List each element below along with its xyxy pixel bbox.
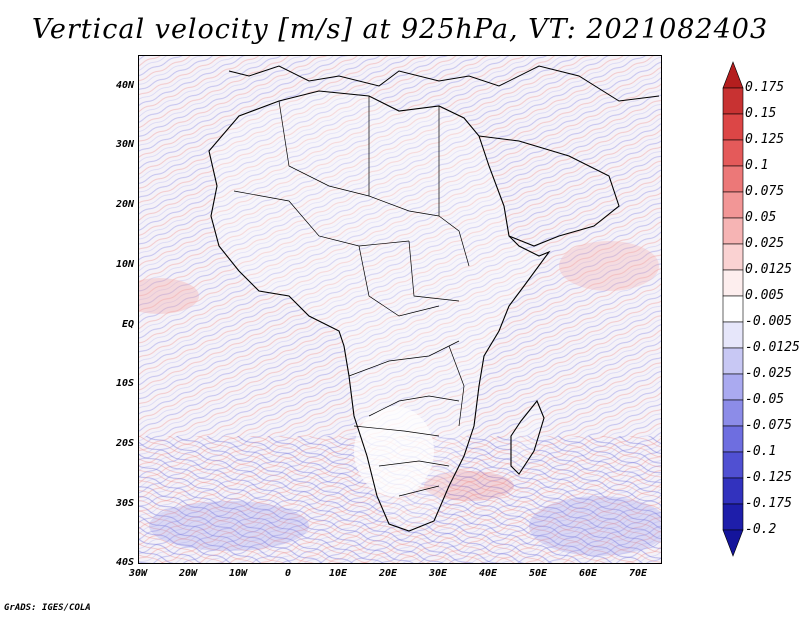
lon-label: 70E	[628, 568, 648, 579]
colorbar-label: 0.175	[745, 80, 785, 95]
colorbar-label: -0.125	[745, 470, 792, 485]
colorbar-label: -0.075	[745, 418, 792, 433]
map-plot-area	[138, 55, 662, 564]
colorbar-segment	[722, 399, 744, 427]
field-blue-patch	[149, 501, 309, 551]
colorbar-label: 0.05	[745, 210, 777, 225]
field-white-patch	[354, 406, 434, 496]
lon-label: 10E	[328, 568, 348, 579]
field-red-patch	[139, 278, 199, 314]
lon-label: 40E	[478, 568, 498, 579]
colorbar-label: -0.1	[745, 444, 777, 459]
colorbar-label: 0.005	[745, 288, 785, 303]
colorbar-segment	[722, 529, 744, 557]
lat-label: 40S	[115, 557, 134, 568]
lat-label: EQ	[121, 319, 134, 330]
colorbar-segment	[722, 373, 744, 401]
colorbar-segment	[722, 217, 744, 245]
lon-label: 60E	[578, 568, 598, 579]
lat-label: 20N	[115, 199, 134, 210]
lat-label: 10N	[115, 259, 134, 270]
europe-coastline	[228, 65, 660, 102]
colorbar-label: 0.0125	[745, 262, 792, 277]
colorbar-label: 0.1	[745, 158, 769, 173]
lon-label: 0	[284, 568, 292, 579]
lat-label: 30S	[115, 498, 134, 509]
field-red-patch	[424, 471, 514, 501]
colorbar-label: 0.025	[745, 236, 785, 251]
arabia-coastline	[478, 135, 620, 247]
colorbar-label: -0.175	[745, 496, 792, 511]
vertical-velocity-field	[139, 56, 661, 563]
colorbar-label: 0.075	[745, 184, 785, 199]
lon-label: 50E	[528, 568, 548, 579]
colorbar-segment	[722, 87, 744, 115]
colorbar-segment	[722, 243, 744, 271]
colorbar-segment	[722, 165, 744, 193]
colorbar-label: 0.15	[745, 106, 777, 121]
lat-label: 20S	[115, 438, 134, 449]
lat-label: 40N	[115, 80, 134, 91]
colorbar-segment	[722, 347, 744, 375]
colorbar	[722, 61, 744, 557]
colorbar-segment	[722, 295, 744, 323]
colorbar-segment	[722, 113, 744, 141]
lon-label: 30W	[128, 568, 148, 579]
colorbar-segment	[722, 61, 744, 89]
colorbar-label: -0.025	[745, 366, 792, 381]
colorbar-label: -0.005	[745, 314, 792, 329]
madagascar-coastline	[510, 399, 545, 475]
colorbar-segment	[722, 425, 744, 453]
colorbar-segment	[722, 191, 744, 219]
africa-coastline	[208, 90, 551, 532]
lon-label: 20E	[378, 568, 398, 579]
colorbar-segment	[722, 139, 744, 167]
lon-label: 20W	[178, 568, 198, 579]
colorbar-label: -0.0125	[745, 340, 800, 355]
lon-label: 30E	[428, 568, 448, 579]
colorbar-segment	[722, 503, 744, 531]
field-blue-patch	[529, 496, 661, 556]
colorbar-segment	[722, 477, 744, 505]
colorbar-label: -0.05	[745, 392, 785, 407]
lat-label: 10S	[115, 378, 134, 389]
map-title: Vertical velocity [m/s] at 925hPa, VT: 2…	[31, 14, 769, 45]
footer-credit: GrADS: IGES/COLA	[4, 603, 91, 613]
colorbar-label: -0.2	[745, 522, 777, 537]
colorbar-label: 0.125	[745, 132, 785, 147]
country-borders	[233, 96, 470, 497]
colorbar-segment	[722, 269, 744, 297]
colorbar-segment	[722, 321, 744, 349]
colorbar-segment	[722, 451, 744, 479]
lon-label: 10W	[228, 568, 248, 579]
field-red-patch	[559, 241, 659, 291]
lat-label: 30N	[115, 139, 134, 150]
